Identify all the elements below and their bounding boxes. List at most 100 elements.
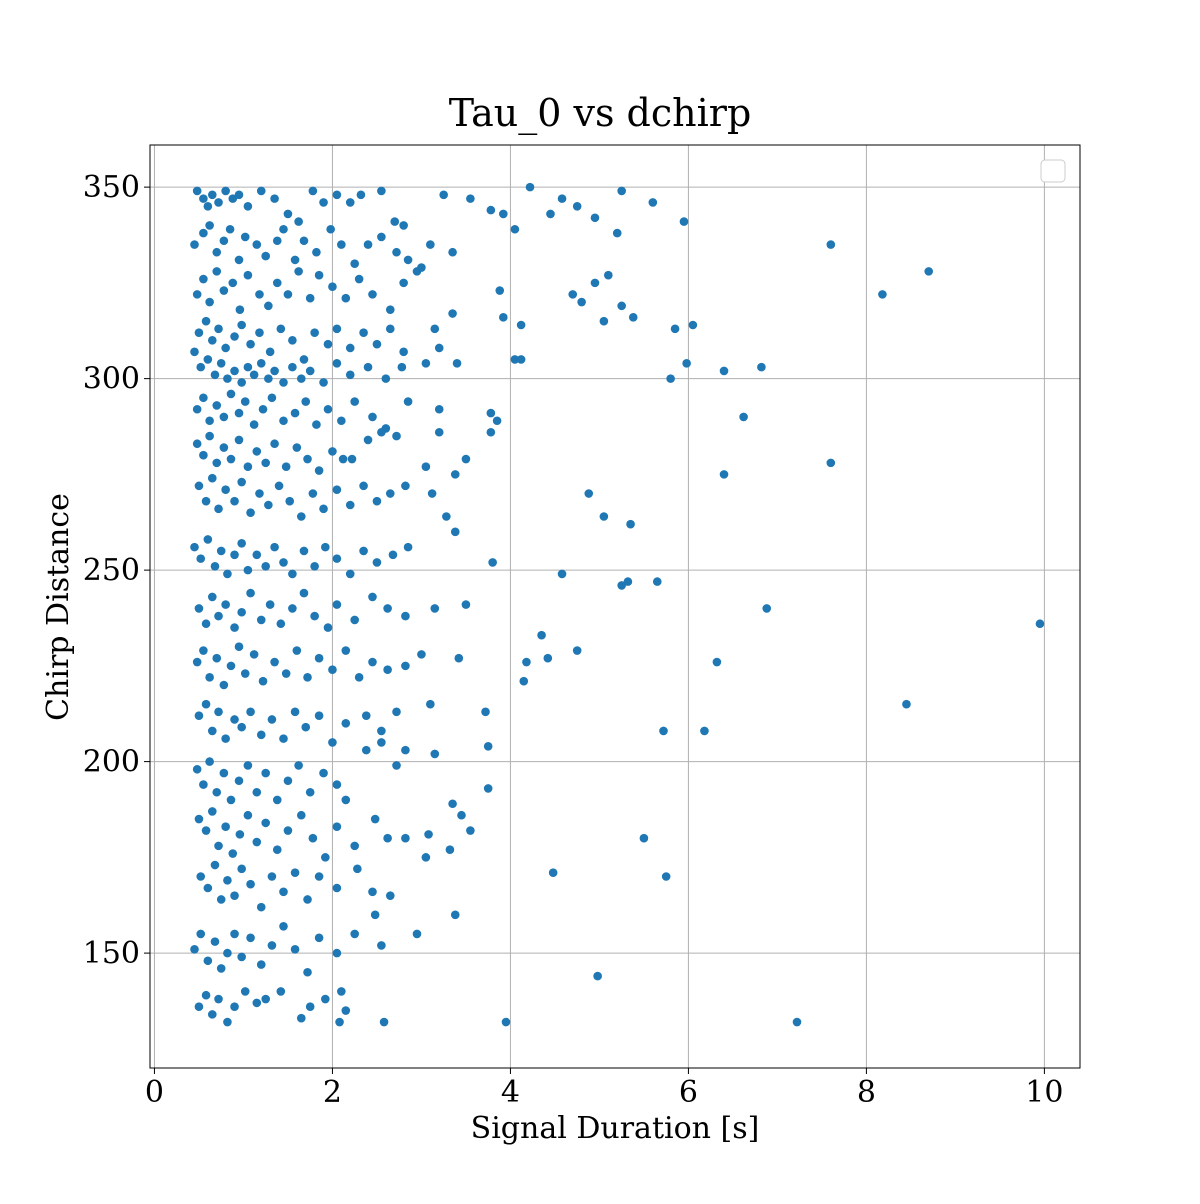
data-point bbox=[279, 416, 288, 426]
data-point bbox=[288, 569, 297, 579]
data-point bbox=[314, 653, 324, 663]
data-point bbox=[264, 374, 273, 383]
data-point bbox=[230, 623, 239, 632]
data-point bbox=[234, 408, 244, 418]
data-point bbox=[501, 1017, 511, 1027]
data-point bbox=[430, 604, 440, 613]
data-point bbox=[192, 404, 202, 414]
plot-frame bbox=[149, 144, 1081, 1069]
data-point bbox=[192, 186, 202, 196]
data-point bbox=[214, 707, 223, 717]
data-point bbox=[199, 780, 208, 789]
data-point bbox=[281, 669, 291, 678]
data-point bbox=[450, 470, 460, 479]
data-point bbox=[457, 810, 466, 820]
data-point bbox=[328, 665, 337, 674]
data-point bbox=[350, 841, 359, 851]
data-point bbox=[252, 837, 262, 847]
data-point bbox=[332, 822, 342, 832]
data-point bbox=[599, 316, 609, 326]
data-point bbox=[593, 971, 602, 981]
data-point bbox=[557, 569, 567, 579]
data-point bbox=[392, 761, 401, 770]
data-point bbox=[450, 527, 460, 537]
data-point bbox=[682, 359, 691, 368]
data-point bbox=[341, 795, 351, 805]
data-point bbox=[290, 944, 300, 954]
data-point bbox=[377, 726, 386, 736]
data-point bbox=[385, 891, 395, 900]
data-point bbox=[308, 833, 318, 843]
data-point bbox=[878, 290, 887, 299]
data-point bbox=[370, 910, 380, 920]
data-point bbox=[350, 929, 359, 939]
data-point bbox=[612, 228, 622, 238]
data-point bbox=[281, 462, 291, 472]
data-point bbox=[246, 508, 255, 517]
data-point bbox=[283, 826, 293, 835]
data-point bbox=[223, 948, 232, 958]
data-point bbox=[256, 730, 266, 740]
data-point bbox=[314, 933, 324, 943]
data-point bbox=[249, 420, 259, 429]
x-tick-label: 0 bbox=[145, 1075, 164, 1110]
data-point bbox=[370, 814, 380, 824]
data-point bbox=[337, 240, 346, 249]
data-point bbox=[210, 370, 220, 380]
data-point bbox=[363, 435, 373, 445]
data-point bbox=[196, 362, 206, 372]
data-point bbox=[321, 994, 330, 1004]
data-point bbox=[192, 764, 202, 774]
data-point bbox=[426, 699, 435, 709]
data-point bbox=[666, 374, 675, 383]
data-point bbox=[199, 194, 208, 203]
data-point bbox=[205, 431, 214, 441]
data-point bbox=[223, 1017, 232, 1027]
data-point bbox=[450, 910, 460, 920]
data-point bbox=[237, 320, 246, 330]
data-point bbox=[377, 186, 386, 196]
data-point bbox=[201, 699, 211, 709]
data-point bbox=[510, 355, 520, 364]
data-point bbox=[525, 182, 535, 192]
data-point bbox=[361, 711, 371, 720]
data-point bbox=[359, 481, 368, 491]
data-point bbox=[461, 600, 471, 609]
data-point bbox=[203, 201, 213, 211]
data-point bbox=[377, 232, 386, 242]
data-point bbox=[228, 194, 238, 203]
x-tick-label: 6 bbox=[679, 1075, 698, 1110]
data-point bbox=[267, 715, 277, 724]
data-point bbox=[196, 872, 206, 881]
data-point bbox=[270, 439, 279, 449]
data-point bbox=[345, 370, 355, 380]
data-point bbox=[203, 883, 213, 893]
data-point bbox=[270, 657, 279, 667]
data-point bbox=[466, 826, 475, 835]
data-point bbox=[383, 604, 392, 613]
data-point bbox=[203, 956, 213, 966]
data-point bbox=[201, 990, 211, 1000]
data-point bbox=[285, 496, 295, 506]
data-point bbox=[303, 967, 312, 977]
data-point bbox=[246, 879, 255, 889]
data-point bbox=[214, 504, 223, 514]
data-point bbox=[214, 994, 223, 1004]
data-point bbox=[283, 290, 293, 299]
data-point bbox=[205, 673, 214, 682]
data-point bbox=[223, 374, 232, 383]
data-point bbox=[201, 826, 211, 835]
data-point bbox=[399, 347, 408, 357]
data-point bbox=[341, 719, 351, 728]
data-point bbox=[421, 359, 431, 368]
data-point bbox=[332, 948, 342, 958]
data-point bbox=[448, 309, 457, 318]
data-point bbox=[256, 902, 266, 912]
data-point bbox=[466, 194, 475, 203]
data-point bbox=[288, 336, 297, 345]
data-point bbox=[235, 830, 245, 839]
data-point bbox=[256, 960, 266, 969]
data-point bbox=[350, 615, 359, 625]
data-point bbox=[739, 412, 748, 422]
